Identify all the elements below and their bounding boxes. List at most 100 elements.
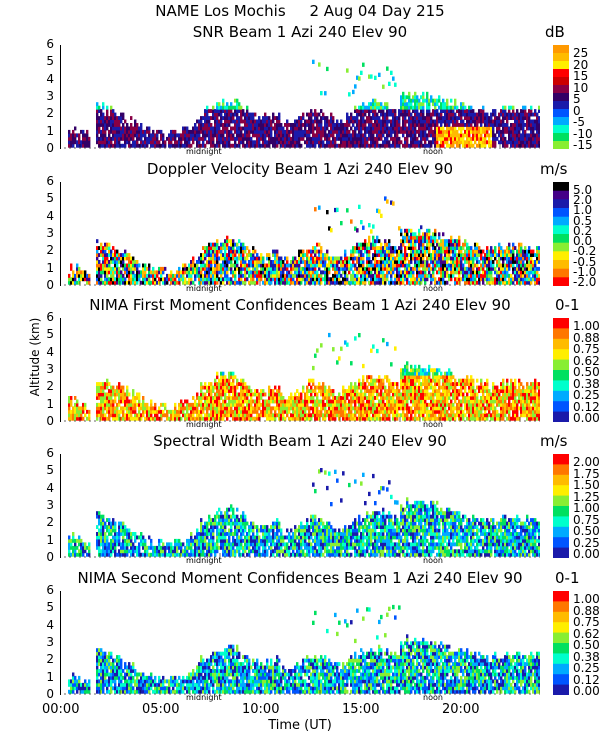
heatmap-cell: [206, 402, 209, 407]
heatmap-cell: [278, 133, 281, 138]
heatmap-cell: [444, 136, 447, 141]
heatmap-cell: [404, 105, 407, 110]
heatmap-cell: [536, 260, 539, 264]
heatmap-cell: [494, 266, 497, 271]
heatmap-cell: [436, 260, 439, 264]
heatmap-cell: [344, 129, 347, 134]
heatmap-cell: [376, 123, 379, 127]
heatmap-cell: [498, 260, 501, 264]
heatmap-cell: [440, 143, 443, 148]
heatmap-cell: [342, 129, 345, 134]
heatmap-cell: [538, 249, 540, 254]
heatmap-cell: [382, 246, 385, 250]
heatmap-cell: [218, 270, 221, 275]
heatmap-cell: [154, 280, 157, 285]
heatmap-cell: [332, 256, 335, 261]
heatmap-cell: [514, 112, 517, 117]
heatmap-cell: [130, 256, 133, 261]
heatmap-cell: [128, 409, 131, 414]
heatmap-cell: [330, 126, 333, 131]
heatmap-cell: [384, 105, 387, 110]
heatmap-cell: [114, 270, 117, 275]
heatmap-cell: [114, 263, 117, 268]
heatmap-cell: [366, 109, 369, 113]
heatmap-cell: [440, 263, 443, 268]
heatmap-cell: [102, 256, 105, 261]
heatmap-cell: [104, 123, 107, 127]
heatmap-cell: [370, 133, 373, 138]
heatmap-cell: [434, 253, 437, 257]
heatmap-cell: [212, 105, 215, 110]
heatmap-cell: [158, 266, 161, 271]
heatmap-cell: [412, 273, 415, 278]
heatmap-cell: [400, 256, 403, 261]
heatmap-cell: [134, 277, 137, 282]
heatmap-cell: [194, 263, 197, 268]
heatmap-cell: [426, 143, 429, 148]
heatmap-cell: [386, 260, 389, 264]
heatmap-cell: [128, 129, 131, 134]
heatmap-cell: [368, 273, 371, 278]
heatmap-cell: [138, 136, 141, 141]
heatmap-cell: [270, 123, 273, 127]
heatmap-cell: [406, 273, 409, 278]
heatmap-cell: [376, 143, 379, 148]
heatmap-cell: [114, 136, 117, 141]
heatmap-cell: [490, 119, 493, 124]
heatmap-cell: [426, 116, 429, 120]
heatmap-cell: [136, 129, 139, 134]
heatmap-cell: [522, 136, 525, 141]
heatmap-cell: [320, 136, 323, 141]
heatmap-cell: [414, 239, 417, 244]
heatmap-cell: [378, 126, 381, 131]
heatmap-cell: [244, 256, 247, 261]
heatmap-cell: [380, 270, 383, 275]
heatmap-cell: [166, 416, 169, 421]
heatmap-cell: [358, 112, 361, 117]
heatmap-cell: [232, 385, 235, 390]
heatmap-cell: [390, 129, 393, 134]
heatmap-cell: [112, 136, 115, 141]
heatmap-cell: [76, 399, 79, 404]
heatmap-cell: [324, 260, 327, 264]
heatmap-cell: [238, 273, 241, 278]
heatmap-cell: [264, 280, 267, 285]
heatmap-cell: [474, 277, 477, 282]
heatmap-cell: [110, 385, 113, 390]
heatmap-cell: [436, 249, 439, 254]
heatmap-cell: [292, 129, 295, 134]
heatmap-cell: [306, 253, 309, 257]
heatmap-cell: [512, 126, 515, 131]
heatmap-cell: [374, 280, 377, 285]
heatmap-cell: [526, 126, 529, 131]
heatmap-cell: [518, 260, 521, 264]
colorbar-swatch: [553, 268, 569, 278]
heatmap-cell: [220, 119, 223, 124]
heatmap-cell: [518, 143, 521, 148]
heatmap-cell: [228, 119, 231, 124]
heatmap-cell: [354, 133, 357, 138]
heatmap-cell: [410, 256, 413, 261]
heatmap-cell: [404, 136, 407, 141]
heatmap-cell: [188, 140, 191, 145]
heatmap-cell: [296, 273, 299, 278]
heatmap-cell: [124, 256, 127, 261]
heatmap-cell: [504, 253, 507, 257]
colorbar-swatch: [553, 260, 569, 270]
heatmap-cell: [228, 116, 231, 120]
y-tick-label: 2: [46, 106, 54, 121]
heatmap-cell: [406, 136, 409, 141]
heatmap-cell: [74, 280, 77, 285]
heatmap-cell: [158, 409, 161, 414]
heatmap-cell: [514, 273, 517, 278]
heatmap-cell: [538, 273, 540, 278]
heatmap-cell: [374, 266, 377, 271]
heatmap-cell: [410, 232, 413, 237]
heatmap-cell: [180, 277, 183, 282]
heatmap-cell: [196, 392, 199, 397]
heatmap-cell: [112, 133, 115, 138]
heatmap-cell: [534, 263, 537, 268]
heatmap-cell: [528, 126, 531, 131]
heatmap-cell: [148, 406, 151, 411]
heatmap-cell: [144, 277, 147, 282]
